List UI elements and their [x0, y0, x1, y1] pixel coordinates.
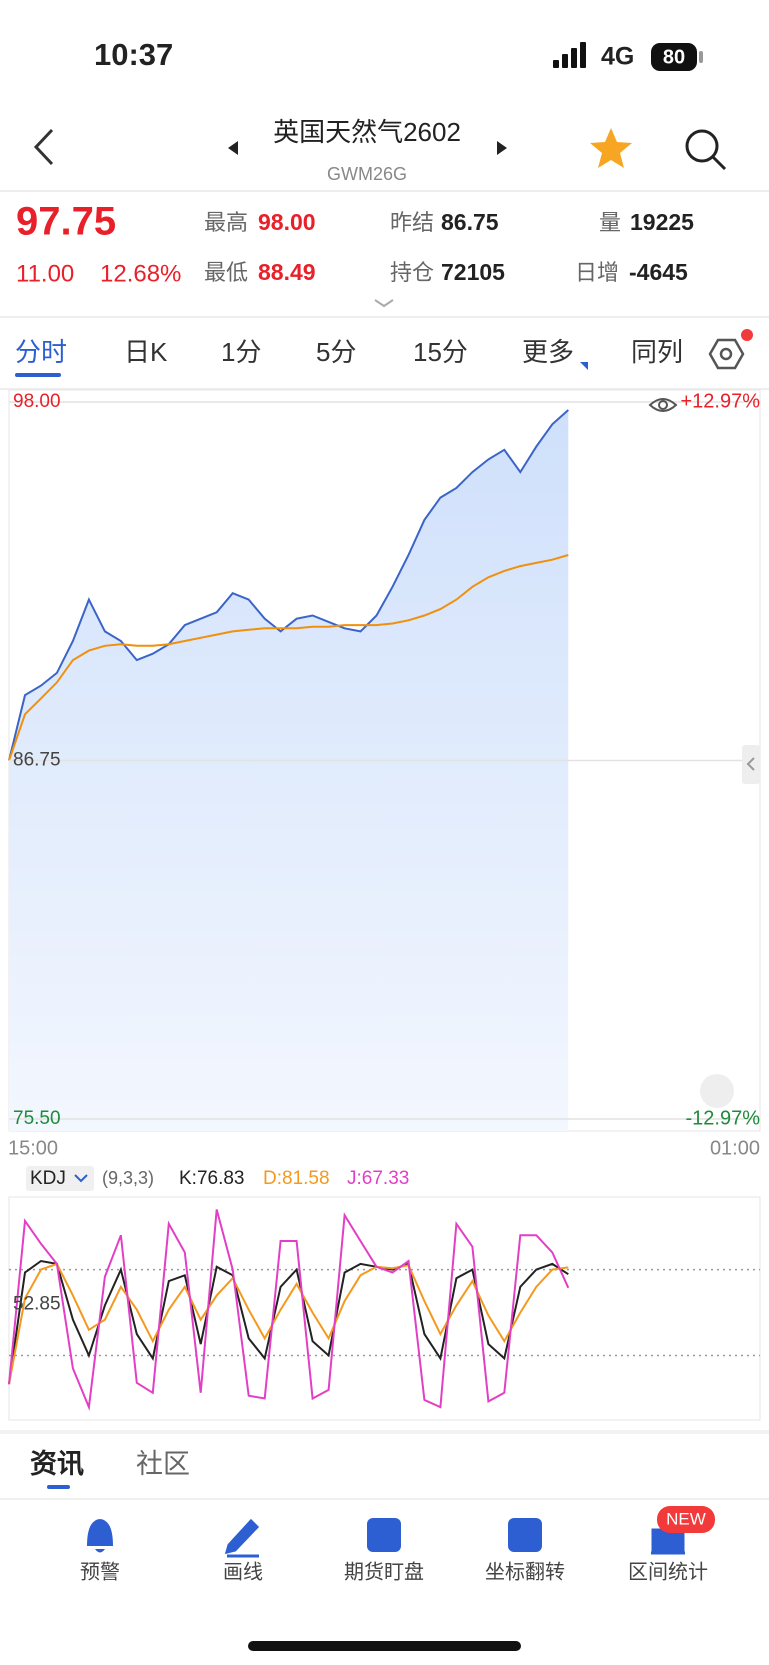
chart-tab[interactable]: 日K — [124, 337, 168, 367]
network: 4G — [601, 43, 634, 71]
tool-label[interactable]: 预警 — [80, 1560, 120, 1583]
change: 11.00 — [16, 260, 74, 287]
header-title: 英国天然气2602 — [273, 117, 461, 147]
stat-label: 最低 — [204, 260, 248, 285]
pct-label: -12.97% — [686, 1107, 761, 1129]
tool-icon — [367, 1518, 401, 1552]
series-line — [8, 1262, 569, 1385]
home-indicator — [248, 1641, 521, 1651]
tool-icon — [224, 1518, 260, 1558]
tab-underline — [47, 1485, 70, 1489]
stat-label: 昨结 — [390, 210, 434, 235]
settings-button[interactable] — [708, 338, 745, 370]
tool-icon — [508, 1518, 542, 1552]
y-tick-label: 98.00 — [13, 391, 61, 412]
indicator-selector[interactable] — [26, 1166, 94, 1191]
back-button[interactable] — [33, 128, 54, 166]
divider — [0, 388, 769, 390]
status-time: 10:37 — [94, 37, 173, 72]
search-button[interactable] — [685, 129, 727, 171]
fullscreen-button[interactable] — [700, 1074, 734, 1108]
chart-tab[interactable]: 1分 — [221, 337, 261, 367]
chart-tab[interactable]: 15分 — [413, 337, 468, 367]
dropdown-arrow — [74, 1174, 88, 1183]
stat-value: 86.75 — [441, 209, 499, 235]
chart-tab[interactable]: 同列 — [631, 337, 683, 367]
signal-icon — [553, 42, 586, 68]
indicator-readout: J:67.33 — [347, 1168, 409, 1189]
series-line — [8, 409, 569, 761]
divider — [0, 1498, 769, 1500]
indicator-name[interactable]: KDJ — [30, 1168, 66, 1189]
stat-value: 72105 — [441, 259, 505, 285]
chart-tab[interactable]: 更多 — [522, 337, 574, 367]
tab-underline — [15, 373, 61, 377]
settings-hub — [719, 347, 733, 361]
pct-label: +12.97% — [680, 390, 760, 412]
more-indicator — [580, 362, 588, 370]
series-line — [8, 554, 569, 761]
tool-icon — [87, 1519, 113, 1553]
last-price: 97.75 — [16, 200, 116, 244]
new-badge — [657, 1506, 715, 1533]
y-tick-label: 86.75 — [13, 750, 61, 771]
x-label: 01:00 — [710, 1137, 760, 1159]
stat-value: 19225 — [630, 209, 694, 235]
favorite-star[interactable] — [590, 128, 632, 168]
stat-value: -4645 — [629, 259, 688, 285]
new-badge-text: NEW — [666, 1509, 706, 1528]
battery-icon — [651, 43, 697, 71]
tab-news[interactable]: 资讯 — [30, 1449, 84, 1479]
indicator-readout: K:76.83 — [179, 1168, 245, 1189]
price-area — [9, 410, 569, 1131]
battery-tip — [699, 51, 703, 63]
change-percent: 12.68% — [100, 260, 181, 287]
divider — [0, 1430, 769, 1434]
stat-label: 持仓 — [390, 260, 434, 285]
notification-dot — [741, 329, 753, 341]
tool-label[interactable]: 坐标翻转 — [485, 1560, 565, 1583]
indicator-frame — [8, 1196, 761, 1421]
stat-label: 日增 — [575, 260, 619, 285]
chart-tab[interactable]: 分时 — [15, 337, 67, 367]
y-tick-label: 52.85 — [13, 1294, 61, 1315]
next-arrow[interactable] — [497, 141, 507, 155]
divider — [0, 316, 769, 318]
eye-icon[interactable] — [648, 398, 678, 412]
side-handle[interactable] — [742, 745, 760, 784]
x-label: 15:00 — [8, 1137, 58, 1159]
stat-label: 最高 — [204, 210, 248, 235]
header-code: GWM26G — [327, 164, 407, 184]
tool-label[interactable]: 区间统计 — [628, 1560, 708, 1583]
battery-level: 80 — [663, 46, 685, 68]
stat-value: 88.49 — [258, 259, 316, 285]
tool-label[interactable]: 期货盯盘 — [344, 1560, 424, 1583]
indicator-readout: D:81.58 — [263, 1168, 330, 1189]
tab-community[interactable]: 社区 — [136, 1449, 190, 1479]
y-tick-label: 75.50 — [13, 1108, 61, 1129]
stat-value: 98.00 — [258, 209, 316, 235]
stat-label: 量 — [599, 210, 621, 235]
indicator-params: (9,3,3) — [102, 1168, 154, 1188]
prev-arrow[interactable] — [228, 141, 238, 155]
series-line — [8, 1209, 570, 1411]
expand-arrow[interactable] — [374, 299, 394, 308]
side-handle-arrow — [746, 757, 755, 771]
tool-icon — [651, 1528, 685, 1555]
chart-tab[interactable]: 5分 — [316, 337, 356, 367]
tool-label[interactable]: 画线 — [223, 1560, 263, 1583]
